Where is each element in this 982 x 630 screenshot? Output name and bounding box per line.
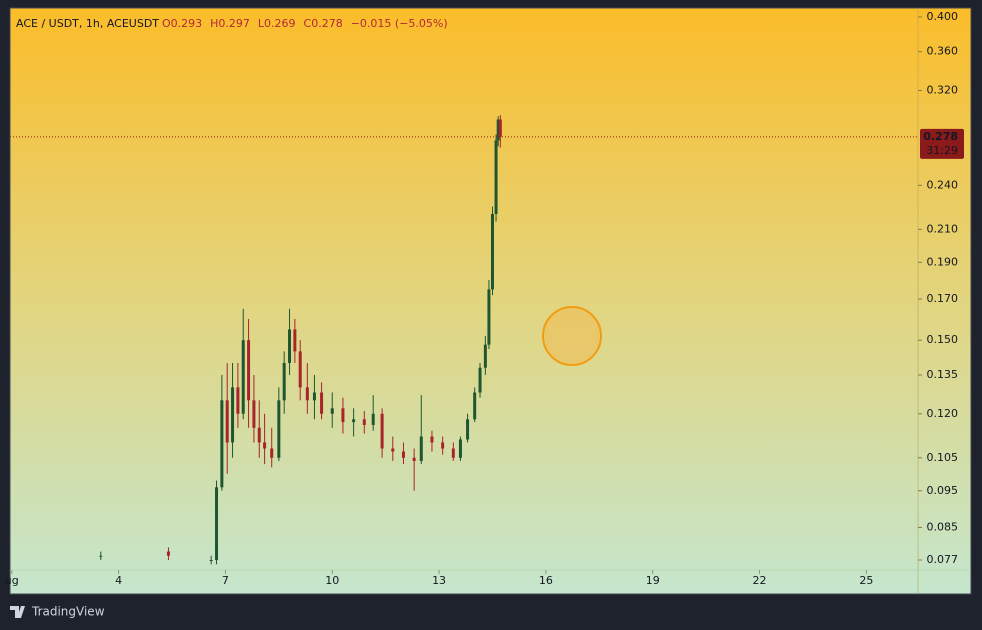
candle-body xyxy=(380,413,384,449)
candle-body xyxy=(99,555,103,557)
candle-body xyxy=(494,140,498,214)
ohlc-value: H0.297 xyxy=(210,17,250,30)
candle-body xyxy=(277,400,281,458)
y-tick-label: 0.360 xyxy=(927,45,959,58)
x-tick-label: 22 xyxy=(753,574,767,587)
candle-body xyxy=(451,448,455,458)
candle-body xyxy=(391,448,395,452)
candle-body xyxy=(215,487,219,561)
candle-body xyxy=(320,392,324,414)
y-tick-label: 0.240 xyxy=(927,178,959,191)
candle-body xyxy=(473,392,477,420)
ohlc-value: −0.015 (−5.05%) xyxy=(351,17,448,30)
candle-body xyxy=(312,392,316,401)
candle-body xyxy=(252,400,256,428)
candle-body xyxy=(293,329,297,352)
candle-body xyxy=(419,436,423,461)
y-tick-label: 0.105 xyxy=(927,451,959,464)
y-tick-label: 0.077 xyxy=(927,553,959,566)
candle-body xyxy=(371,413,375,425)
candle-body xyxy=(209,560,213,562)
last-price-box xyxy=(920,128,964,159)
candle-body xyxy=(225,400,229,443)
ohlc-value: O0.293 xyxy=(162,17,202,30)
y-tick-label: 0.320 xyxy=(927,83,959,96)
candle-body xyxy=(305,387,309,401)
candle-body xyxy=(257,427,261,443)
y-tick-label: 0.135 xyxy=(927,368,959,381)
candle-body xyxy=(496,119,500,141)
candle-body xyxy=(478,367,482,393)
y-tick-label: 0.085 xyxy=(927,520,959,533)
ohlc-value: L0.269 xyxy=(258,17,296,30)
x-tick-label: ug xyxy=(5,574,19,587)
candle-body xyxy=(498,119,502,137)
candle-body xyxy=(330,408,334,414)
candle-body xyxy=(401,451,405,458)
candle-body xyxy=(430,436,434,443)
ohlc-legend: O0.293 H0.297 L0.269 C0.278 −0.015 (−5.05%) xyxy=(162,17,448,30)
candle-body xyxy=(362,419,366,425)
x-tick-label: 19 xyxy=(646,574,660,587)
highlight-circle xyxy=(542,306,602,366)
y-tick-label: 0.095 xyxy=(927,484,959,497)
y-tick-label: 0.170 xyxy=(927,292,959,305)
candle-body xyxy=(490,213,494,290)
y-tick-label: 0.190 xyxy=(927,255,959,268)
candle-body xyxy=(241,340,245,414)
candle-body xyxy=(288,329,292,363)
candle-body xyxy=(166,551,170,556)
candle-body xyxy=(441,442,445,449)
y-tick-label: 0.400 xyxy=(927,10,959,23)
candle-body xyxy=(270,448,274,458)
countdown: 31:29 xyxy=(926,144,958,157)
last-price-label: 0.278 xyxy=(923,130,958,143)
chart-panel xyxy=(9,7,972,595)
candle-body xyxy=(412,457,416,461)
x-tick-label: 25 xyxy=(859,574,873,587)
candle-body xyxy=(247,340,251,401)
candle-body xyxy=(231,387,235,443)
candle-body xyxy=(220,400,224,488)
candle-body xyxy=(487,289,491,345)
x-tick-label: 7 xyxy=(222,574,229,587)
x-tick-label: 10 xyxy=(325,574,339,587)
x-tick-label: 13 xyxy=(432,574,446,587)
y-tick-label: 0.150 xyxy=(927,333,959,346)
brand: TradingView xyxy=(31,605,105,619)
x-tick-label: 4 xyxy=(115,574,122,587)
candle-body xyxy=(263,442,267,449)
candle-body xyxy=(298,351,302,388)
candle-body xyxy=(352,419,356,423)
candle-body xyxy=(236,387,240,414)
candle-body xyxy=(458,439,462,458)
symbol-title: ACE / USDT, 1h, ACEUSDT xyxy=(16,17,159,30)
candle-body xyxy=(483,344,487,368)
x-tick-label: 16 xyxy=(539,574,553,587)
candle-body xyxy=(341,408,345,423)
y-tick-label: 0.120 xyxy=(927,407,959,420)
ohlc-value: C0.278 xyxy=(304,17,343,30)
candle-body xyxy=(466,419,470,440)
brand-logo xyxy=(10,606,25,618)
candle-body xyxy=(282,362,286,401)
plot: 0.077 0.085 0.095 0.105 0.120 0.135 0.150 0.170… xyxy=(5,10,964,587)
y-tick-label: 0.210 xyxy=(927,222,959,235)
